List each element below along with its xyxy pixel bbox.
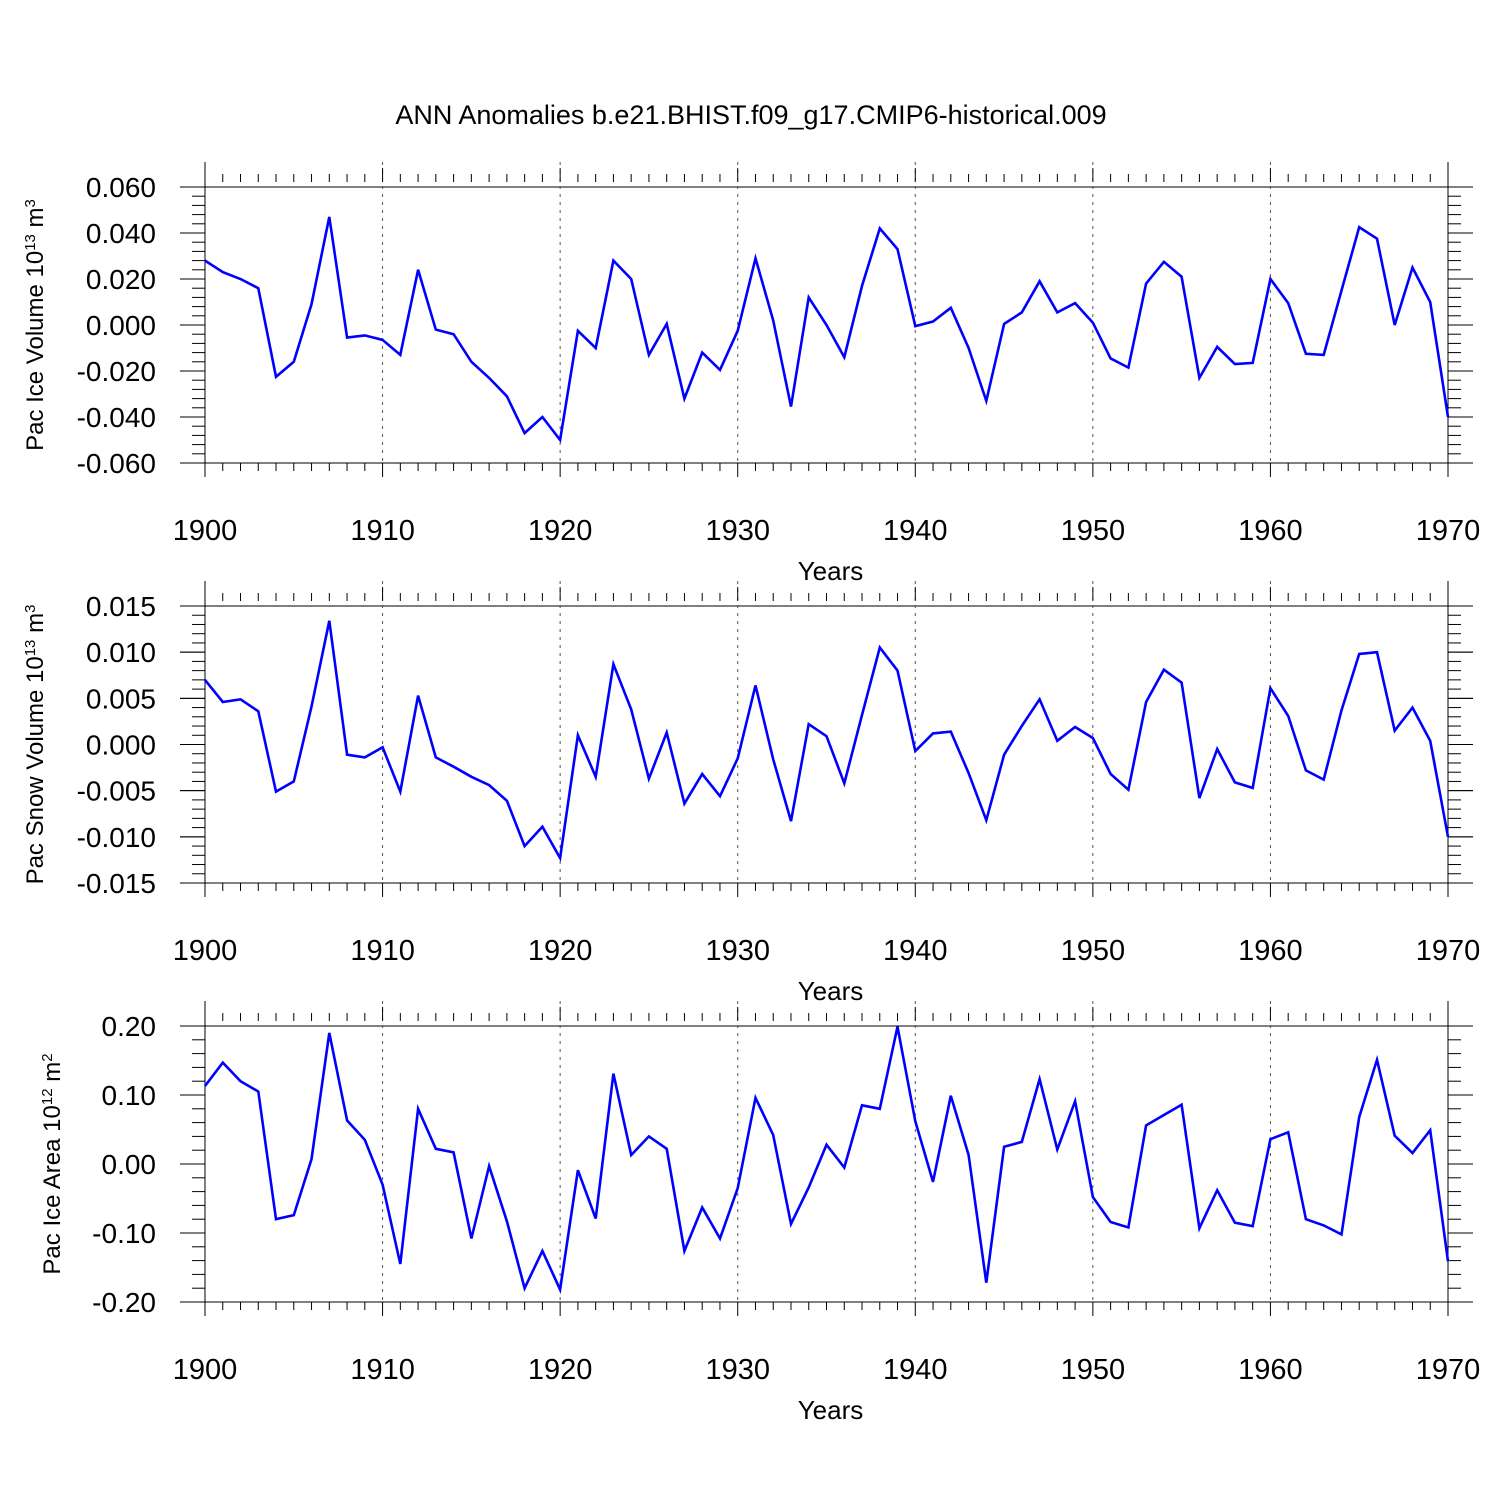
y-tick-label: -0.015 (77, 868, 156, 899)
y-axis-label-unit: m (22, 613, 49, 640)
y-tick-label: 0.20 (102, 1011, 157, 1042)
y-tick-label: 0.040 (86, 218, 156, 249)
y-tick-label: -0.010 (77, 822, 156, 853)
y-axis-label-unit: m (39, 1062, 66, 1089)
y-tick-label: 0.020 (86, 264, 156, 295)
x-tick-label-1900: 1900 (173, 1354, 238, 1386)
x-tick-label-1900: 1900 (173, 515, 238, 547)
x-tick-label-1950: 1950 (1061, 1354, 1126, 1386)
y-axis-label-unit-sup: 3 (22, 199, 39, 207)
x-tick-label-1950: 1950 (1061, 935, 1126, 967)
y-tick-label: -0.10 (92, 1218, 156, 1249)
y-tick-label: 0.060 (86, 172, 156, 203)
x-tick-label-1940: 1940 (883, 935, 948, 967)
x-axis-label: Years (798, 556, 864, 586)
series-line-2 (203, 620, 1450, 863)
x-tick-label-1970: 1970 (1416, 1354, 1481, 1386)
x-tick-label-1940: 1940 (883, 515, 948, 547)
series-line-3 (203, 1026, 1450, 1295)
y-tick-label: 0.010 (86, 637, 156, 668)
x-tick-label-1910: 1910 (350, 515, 415, 547)
y-axis-label: Pac Ice Volume 1013 m3 (22, 199, 49, 451)
y-axis-label-sup: 12 (39, 1088, 56, 1105)
y-tick-label: 0.00 (102, 1149, 157, 1180)
y-axis-label-unit-sup: 3 (22, 605, 39, 613)
y-tick-label: -0.20 (92, 1287, 156, 1318)
y-axis-label-main: Pac Ice Volume 10 (22, 251, 49, 451)
x-tick-label-1910: 1910 (350, 935, 415, 967)
y-axis-label-main: Pac Ice Area 10 (39, 1105, 66, 1274)
panel-2: 1900 1910 1920 1930 1940 1950 1960 1970 Years 0.0… (22, 581, 1481, 1006)
y-axis-label-main: Pac Snow Volume 10 (22, 656, 49, 884)
x-tick-label-1960: 1960 (1238, 935, 1303, 967)
y-tick-label: 0.015 (86, 591, 156, 622)
x-tick-label-1900: 1900 (173, 935, 238, 967)
x-axis-label: Years (798, 976, 864, 1006)
y-tick-label: -0.005 (77, 776, 156, 807)
y-axis-label: Pac Snow Volume 1013 m3 (22, 605, 49, 885)
y-tick-label: 0.005 (86, 683, 156, 714)
y-axis-label-sup: 13 (22, 234, 39, 251)
x-tick-label-1970: 1970 (1416, 515, 1481, 547)
y-axis-label-unit: m (22, 207, 49, 234)
y-tick-label: -0.020 (77, 356, 156, 387)
panel-3: 1900 1910 1920 1930 1940 1950 1960 1970 Years 0.2… (39, 1001, 1481, 1425)
x-tick-label-1940: 1940 (883, 1354, 948, 1386)
x-tick-label-1920: 1920 (528, 935, 593, 967)
x-tick-label-1970: 1970 (1416, 935, 1481, 967)
series-line-1 (204, 216, 1450, 444)
x-tick-label-1930: 1930 (705, 515, 770, 547)
x-tick-label-1910: 1910 (350, 1354, 415, 1386)
x-tick-label-1950: 1950 (1061, 515, 1126, 547)
x-tick-label-1960: 1960 (1238, 515, 1303, 547)
y-tick-label: 0.10 (102, 1080, 157, 1111)
x-tick-label-1920: 1920 (528, 1354, 593, 1386)
y-tick-label: 0.000 (86, 310, 156, 341)
y-axis-label-sup: 13 (22, 640, 39, 657)
x-axis-label: Years (798, 1395, 864, 1425)
x-tick-label-1930: 1930 (705, 1354, 770, 1386)
y-tick-label: -0.040 (77, 402, 156, 433)
y-axis-label-unit-sup: 2 (39, 1053, 56, 1061)
chart-panels: 1900 1910 1920 1930 1940 1950 1960 1970 Years 0.0… (22, 162, 1481, 1425)
y-tick-label: 0.000 (86, 730, 156, 761)
x-tick-label-1960: 1960 (1238, 1354, 1303, 1386)
x-tick-label-1930: 1930 (705, 935, 770, 967)
y-tick-label: -0.060 (77, 448, 156, 479)
panel-1: 1900 1910 1920 1930 1940 1950 1960 1970 Years 0.0… (22, 162, 1481, 586)
figure-title: ANN Anomalies b.e21.BHIST.f09_g17.CMIP6-… (395, 100, 1106, 130)
y-axis-label: Pac Ice Area 1012 m2 (39, 1053, 66, 1274)
x-tick-label-1920: 1920 (528, 515, 593, 547)
